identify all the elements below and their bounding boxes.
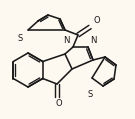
Text: S: S bbox=[87, 90, 93, 99]
Text: O: O bbox=[93, 16, 100, 25]
Text: N: N bbox=[63, 36, 70, 45]
Text: N: N bbox=[90, 36, 97, 45]
Text: O: O bbox=[56, 99, 62, 108]
Text: S: S bbox=[18, 34, 23, 43]
